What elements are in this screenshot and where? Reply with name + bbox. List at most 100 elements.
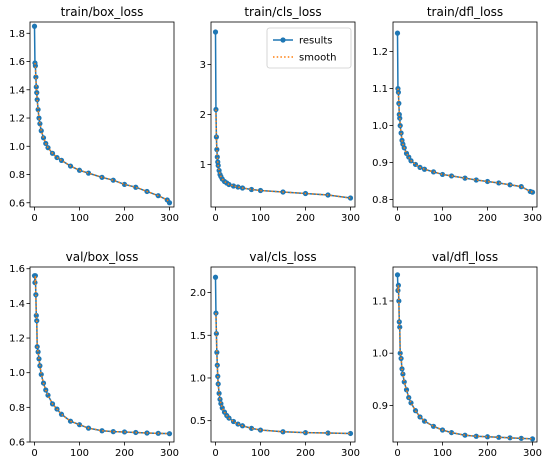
results-marker <box>36 115 42 121</box>
y-tick-label: 1.6 <box>9 57 25 68</box>
smooth-line <box>34 275 170 435</box>
results-marker <box>496 434 502 440</box>
x-tick-label: 100 <box>433 213 452 224</box>
x-tick-label: 300 <box>523 213 542 224</box>
results-marker <box>33 312 39 319</box>
results-marker <box>216 390 222 396</box>
y-tick-label: 0.6 <box>9 198 25 209</box>
legend-results-marker <box>280 37 286 43</box>
subplot-title: train/dfl_loss <box>427 5 503 19</box>
legend-smooth-label: smooth <box>299 53 336 64</box>
results-marker <box>473 433 479 439</box>
y-tick-label: 2 <box>200 110 206 121</box>
smooth-line <box>215 109 351 199</box>
subplot-train-cls_loss: train/cls_loss 0 100 200 300 1 2 3 results smooth <box>200 5 360 224</box>
results-marker <box>31 23 38 29</box>
y-tick-label: 1.1 <box>372 296 388 307</box>
results-marker <box>401 379 407 385</box>
x-tick-label: 200 <box>478 213 497 224</box>
x-tick-label: 0 <box>31 213 37 224</box>
results-marker <box>394 272 401 278</box>
y-tick-label: 1.0 <box>190 373 206 384</box>
results-marker <box>397 350 403 356</box>
results-line <box>214 277 351 435</box>
subplot-title: train/cls_loss <box>244 5 321 19</box>
smooth-line <box>397 285 533 440</box>
legend-box <box>266 27 352 69</box>
x-tick-label: 300 <box>341 448 360 459</box>
y-tick-label: 1.8 <box>9 29 25 40</box>
results-marker <box>325 430 331 436</box>
axes-frame <box>392 21 538 208</box>
y-tick-label: 0.5 <box>190 416 206 427</box>
results-marker <box>58 157 65 163</box>
results-marker <box>33 74 39 80</box>
y-tick-label: 1.4 <box>9 85 25 96</box>
x-tick-label: 0 <box>394 213 400 224</box>
results-marker <box>462 432 468 438</box>
results-marker <box>216 167 222 174</box>
results-marker <box>507 435 513 441</box>
y-tick-label: 0.9 <box>372 401 388 412</box>
subplot-train-dfl_loss: train/dfl_loss 0 100 200 300 0.8 0.9 1.0 1.1 1.2 <box>372 5 542 224</box>
results-marker <box>235 184 241 190</box>
results-marker <box>121 181 128 188</box>
results-marker <box>235 421 241 427</box>
results-marker <box>347 195 354 201</box>
y-tick-label: 1.4 <box>9 299 25 310</box>
results-marker <box>403 387 410 393</box>
x-tick-label: 200 <box>115 213 134 224</box>
subplot-train-box_loss: train/box_loss 0 100 200 300 0.6 0.8 1.0 1.2 1.4 1… <box>9 5 179 224</box>
x-tick-label: 200 <box>478 448 497 459</box>
results-marker <box>33 84 39 90</box>
results-marker <box>133 184 139 190</box>
y-tick-label: 1.5 <box>190 331 206 342</box>
x-tick-label: 100 <box>251 448 270 459</box>
smooth-line <box>34 62 171 204</box>
x-tick-label: 300 <box>523 448 542 459</box>
x-tick-label: 100 <box>251 213 270 224</box>
results-marker <box>473 177 479 183</box>
y-tick-label: 2.0 <box>190 288 206 299</box>
results-marker <box>400 371 406 377</box>
subplot-title: val/box_loss <box>66 250 139 264</box>
y-tick-label: 0.8 <box>9 403 25 414</box>
subplot-val-cls_loss: val/cls_loss 0 100 200 300 0.5 1.0 1.5 2.0 <box>190 250 360 459</box>
results-marker <box>230 183 237 189</box>
results-marker <box>396 298 402 304</box>
x-tick-label: 200 <box>296 448 315 459</box>
y-tick-label: 1.6 <box>9 264 25 275</box>
x-tick-label: 0 <box>31 448 37 459</box>
results-marker <box>496 180 502 186</box>
results-marker <box>302 430 309 436</box>
x-tick-label: 300 <box>160 448 179 459</box>
results-marker <box>38 371 44 378</box>
axes-frame <box>29 21 175 208</box>
y-tick-label: 1.2 <box>9 334 25 345</box>
axes-frame <box>29 266 175 443</box>
results-marker <box>421 166 428 172</box>
results-marker <box>518 435 524 441</box>
y-tick-label: 1.0 <box>372 349 388 360</box>
subplot-title: train/box_loss <box>61 5 144 19</box>
axes-frame <box>210 266 356 443</box>
subplot-title: val/cls_loss <box>249 250 316 264</box>
results-marker <box>395 282 401 288</box>
results-marker <box>529 189 536 195</box>
x-tick-label: 0 <box>212 213 218 224</box>
results-marker <box>58 411 65 417</box>
results-marker <box>213 310 219 316</box>
smooth-line <box>215 313 351 435</box>
x-tick-label: 100 <box>70 213 89 224</box>
results-marker <box>448 173 455 179</box>
results-marker <box>529 436 536 442</box>
y-tick-label: 1.0 <box>9 142 25 153</box>
x-tick-label: 0 <box>394 448 400 459</box>
y-tick-label: 1.1 <box>372 84 388 95</box>
x-tick-label: 100 <box>70 448 89 459</box>
results-marker <box>214 349 220 355</box>
y-tick-label: 1.0 <box>9 368 25 379</box>
results-marker <box>32 63 39 69</box>
results-marker <box>213 330 219 337</box>
